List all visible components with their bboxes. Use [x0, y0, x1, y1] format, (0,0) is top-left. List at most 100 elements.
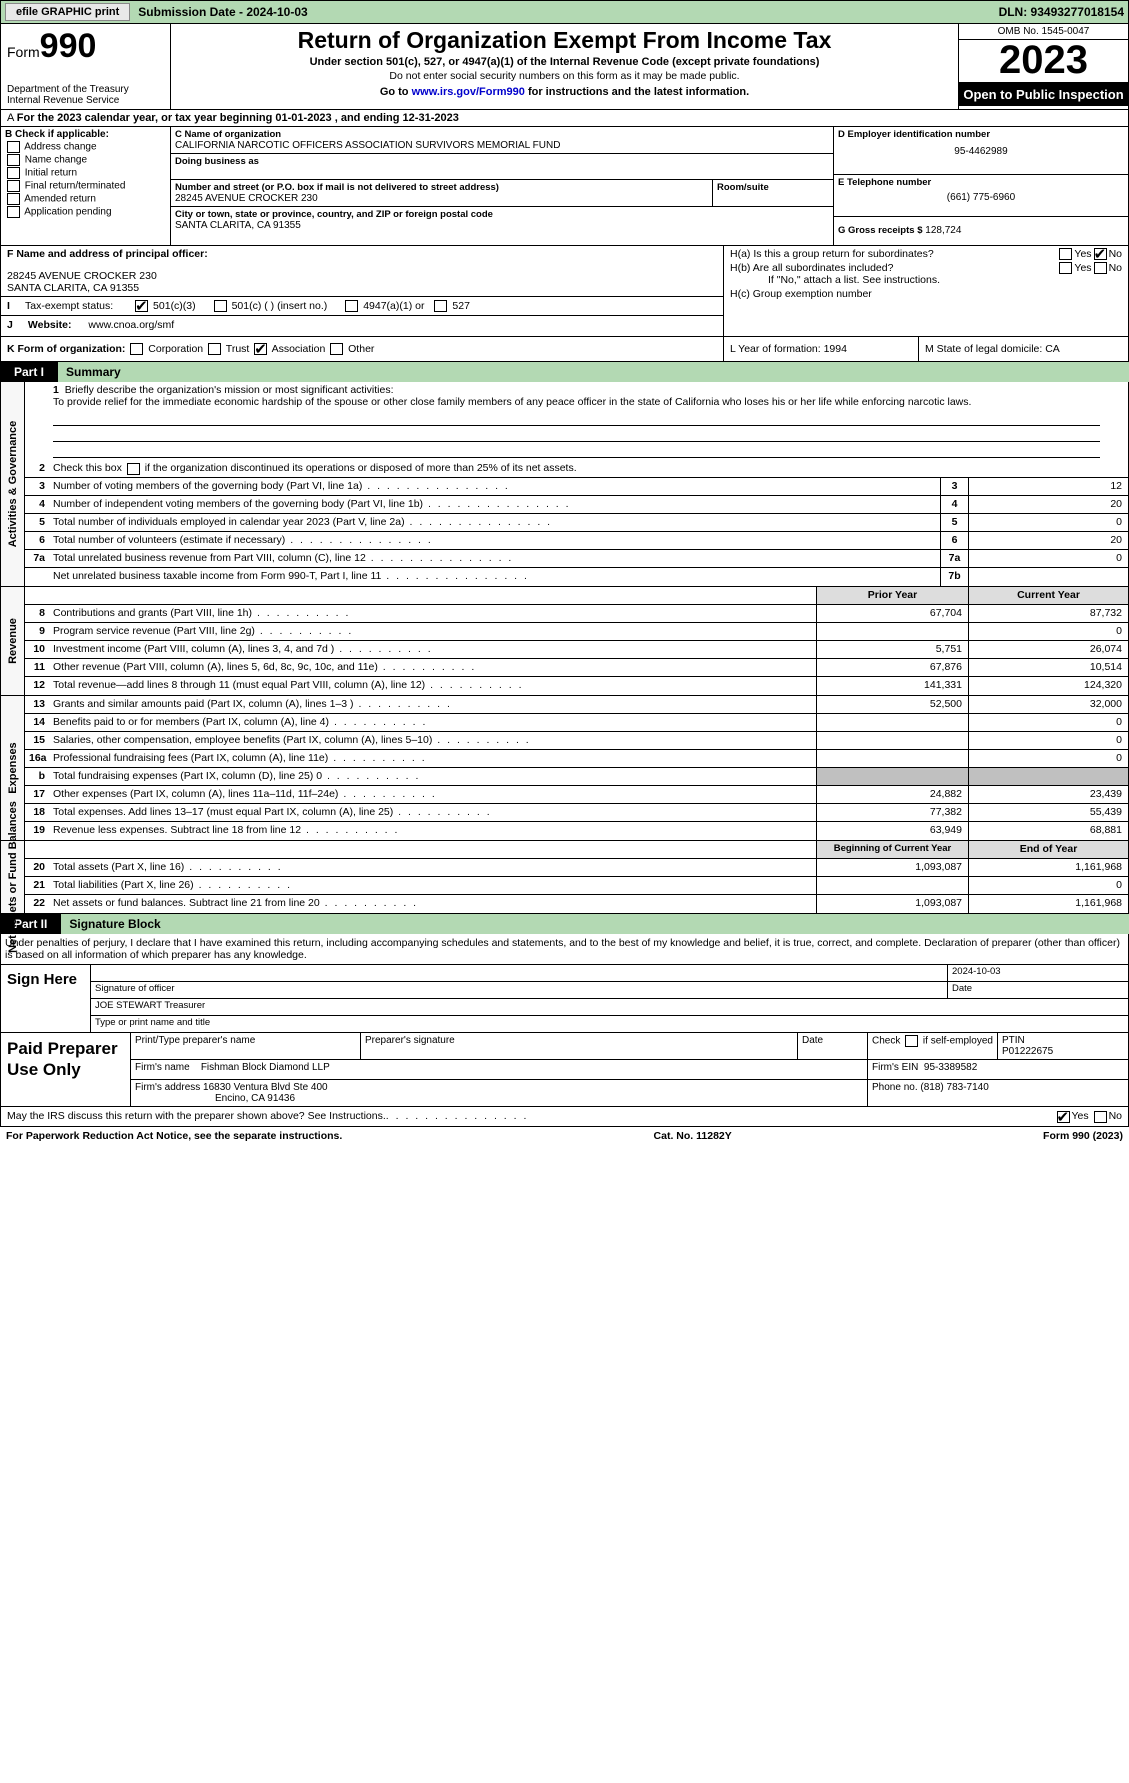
table-row: 7aTotal unrelated business revenue from …: [25, 550, 1128, 568]
form-num: 990: [40, 27, 97, 65]
governance-block: Activities & Governance 1 Briefly descri…: [0, 382, 1129, 587]
table-row: 11Other revenue (Part VIII, column (A), …: [25, 659, 1128, 677]
addr-label: Number and street (or P.O. box if mail i…: [175, 182, 708, 193]
website-value: www.cnoa.org/smf: [88, 319, 174, 331]
tax-exempt-label: Tax-exempt status:: [25, 300, 113, 312]
rev-header-row: Prior Year Current Year: [25, 587, 1128, 605]
checkbox-hb-no[interactable]: [1094, 262, 1107, 274]
form-label: Form: [7, 44, 40, 60]
box-k: K Form of organization: Corporation Trus…: [1, 337, 723, 361]
paid-preparer-label: Paid Preparer Use Only: [1, 1033, 131, 1106]
table-row: 5Total number of individuals employed in…: [25, 514, 1128, 532]
tab-rev-label: Revenue: [7, 619, 19, 665]
checkbox-ha-no[interactable]: [1094, 248, 1107, 260]
checkbox-amended[interactable]: [7, 193, 20, 205]
checkbox-app-pending[interactable]: [7, 206, 20, 218]
table-row: 21Total liabilities (Part X, line 26)0: [25, 877, 1128, 895]
k-label: K Form of organization:: [7, 343, 125, 355]
checkbox-final-return[interactable]: [7, 180, 20, 192]
checkbox-assoc[interactable]: [254, 343, 267, 355]
type-name-label: Type or print name and title: [91, 1016, 1128, 1032]
opt-other: Other: [348, 343, 374, 355]
checkbox-ha-yes[interactable]: [1059, 248, 1072, 260]
preparer-date-hdr: Date: [798, 1033, 868, 1059]
firm-name: Fishman Block Diamond LLP: [201, 1062, 330, 1073]
begin-year-hdr: Beginning of Current Year: [816, 841, 968, 858]
netassets-block: Net Assets or Fund Balances Beginning of…: [0, 841, 1129, 914]
gross-label: G Gross receipts $: [838, 225, 922, 236]
opt-4947: 4947(a)(1) or: [363, 300, 424, 312]
checkbox-501c3[interactable]: [135, 300, 148, 312]
checkbox-trust[interactable]: [208, 343, 221, 355]
efile-print-button[interactable]: efile GRAPHIC print: [5, 3, 130, 21]
checkbox-527[interactable]: [434, 300, 447, 312]
ptin-value: P01222675: [1002, 1046, 1053, 1057]
department: Department of the Treasury Internal Reve…: [7, 84, 164, 106]
table-row: 4Number of independent voting members of…: [25, 496, 1128, 514]
header-sub1: Under section 501(c), 527, or 4947(a)(1)…: [179, 56, 950, 68]
part2-header: Part II Signature Block: [0, 914, 1129, 934]
firm-ein-label: Firm's EIN: [872, 1062, 918, 1073]
checkbox-address-change[interactable]: [7, 141, 20, 153]
table-row: 17Other expenses (Part IX, column (A), l…: [25, 786, 1128, 804]
table-row: 18Total expenses. Add lines 13–17 (must …: [25, 804, 1128, 822]
checkbox-q2[interactable]: [127, 463, 140, 475]
part1-title: Summary: [58, 362, 1129, 382]
checkbox-corp[interactable]: [130, 343, 143, 355]
table-row: 6Total number of volunteers (estimate if…: [25, 532, 1128, 550]
checkbox-name-change[interactable]: [7, 154, 20, 166]
opt-527: 527: [452, 300, 470, 312]
form-number: Form990: [7, 27, 164, 66]
blank-line: [53, 444, 1100, 458]
opt-amended: Amended return: [24, 194, 96, 205]
opt-name-change: Name change: [25, 155, 87, 166]
checkbox-discuss-no[interactable]: [1094, 1111, 1107, 1123]
box-m: M State of legal domicile: CA: [918, 337, 1128, 361]
table-row: Net unrelated business taxable income fr…: [25, 568, 1128, 586]
sign-here-label: Sign Here: [1, 965, 91, 1032]
check-post: if self-employed: [923, 1036, 993, 1047]
firm-addr1: 16830 Ventura Blvd Ste 400: [203, 1082, 328, 1093]
q2-row: 2 Check this box if the organization dis…: [25, 460, 1128, 478]
sig-of-officer-label: Signature of officer: [91, 982, 948, 998]
opt-app-pending: Application pending: [24, 207, 111, 218]
row-f-h: F Name and address of principal officer:…: [0, 245, 1129, 337]
footer: For Paperwork Reduction Act Notice, see …: [0, 1127, 1129, 1145]
firm-ein: 95-3389582: [924, 1062, 977, 1073]
opt-501c: 501(c) ( ) (insert no.): [232, 300, 328, 312]
checkbox-hb-yes[interactable]: [1059, 262, 1072, 274]
box-f: F Name and address of principal officer:…: [1, 246, 723, 336]
checkbox-other[interactable]: [330, 343, 343, 355]
officer-addr2: SANTA CLARITA, CA 91355: [7, 282, 717, 294]
dba-label: Doing business as: [175, 156, 829, 167]
firm-phone: (818) 783-7140: [920, 1082, 988, 1093]
irs-link[interactable]: www.irs.gov/Form990: [412, 86, 525, 98]
firm-addr2: Encino, CA 91436: [215, 1093, 295, 1104]
checkbox-501c[interactable]: [214, 300, 227, 312]
box-c-dba: Doing business as: [171, 154, 833, 180]
phone-value: (661) 775-6960: [838, 192, 1124, 203]
checkbox-self-employed[interactable]: [905, 1035, 918, 1047]
hb-label: H(b) Are all subordinates included?: [730, 262, 1057, 274]
box-c-city: City or town, state or province, country…: [171, 207, 833, 233]
signature-intro: Under penalties of perjury, I declare th…: [0, 934, 1129, 965]
table-row: 22Net assets or fund balances. Subtract …: [25, 895, 1128, 913]
table-row: 10Investment income (Part VIII, column (…: [25, 641, 1128, 659]
preparer-name-hdr: Print/Type preparer's name: [131, 1033, 361, 1059]
current-year-hdr: Current Year: [968, 587, 1128, 604]
box-c-room: Room/suite: [713, 180, 833, 207]
tab-gov-label: Activities & Governance: [7, 421, 19, 548]
box-g: G Gross receipts $ 128,724: [834, 217, 1128, 245]
box-e: E Telephone number (661) 775-6960: [834, 175, 1128, 217]
checkbox-4947[interactable]: [345, 300, 358, 312]
opt-initial-return: Initial return: [25, 168, 77, 179]
checkbox-initial-return[interactable]: [7, 167, 20, 179]
room-label: Room/suite: [717, 182, 829, 193]
ptin-label: PTIN: [1002, 1035, 1025, 1046]
table-row: 12Total revenue—add lines 8 through 11 (…: [25, 677, 1128, 695]
opt-assoc: Association: [272, 343, 326, 355]
table-row: 20Total assets (Part X, line 16)1,093,08…: [25, 859, 1128, 877]
tab-exp-label: Expenses: [7, 743, 19, 794]
date-label: Date: [948, 982, 1128, 998]
checkbox-discuss-yes[interactable]: [1057, 1111, 1070, 1123]
